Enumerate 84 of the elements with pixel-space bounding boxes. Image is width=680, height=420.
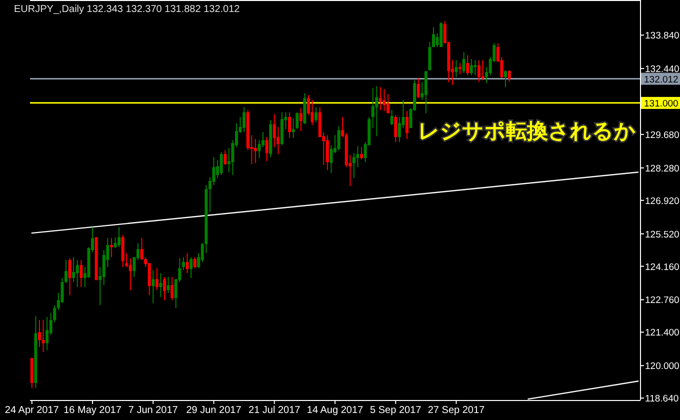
candlestick xyxy=(159,272,162,298)
chart-title: EURJPY_,Daily 132.343 132.370 131.882 132.012 xyxy=(14,4,240,15)
candlestick xyxy=(477,60,480,83)
candlestick xyxy=(76,260,79,288)
candlestick xyxy=(80,260,83,288)
ref-line-label: 132.012 xyxy=(644,74,678,86)
candlestick xyxy=(258,140,261,159)
candlestick xyxy=(254,138,257,164)
candlestick xyxy=(360,146,364,160)
candlestick xyxy=(504,70,507,88)
candlestick xyxy=(182,256,185,271)
candlestick xyxy=(114,236,117,249)
candlestick xyxy=(454,60,458,78)
candlestick xyxy=(38,320,41,348)
y-tick-label: 125.520 xyxy=(645,229,680,240)
candlestick xyxy=(474,60,477,76)
candlestick xyxy=(466,54,470,76)
candlestick xyxy=(394,114,398,143)
candlestick xyxy=(330,144,333,174)
x-tick-label: 27 Sep 2017 xyxy=(428,405,486,416)
candlestick xyxy=(121,234,124,268)
x-tick-label: 29 Jun 2017 xyxy=(186,405,242,416)
candlestick xyxy=(314,106,318,123)
annotation: レジサポ転換されるか xyxy=(418,118,636,143)
x-tick-label: 21 Jul 2017 xyxy=(248,405,301,416)
x-tick-label: 7 Jun 2017 xyxy=(128,405,178,416)
candlestick xyxy=(118,226,121,248)
x-tick-label: 16 May 2017 xyxy=(64,405,122,416)
candlestick xyxy=(299,108,302,132)
x-tick-label: 5 Sep 2017 xyxy=(370,405,422,416)
candlestick xyxy=(265,136,268,162)
candlestick xyxy=(212,156,216,186)
candlestick xyxy=(262,132,265,148)
candlestick xyxy=(68,258,72,296)
candlestick xyxy=(46,316,49,351)
candlestick xyxy=(462,52,466,74)
candlestick xyxy=(428,42,432,71)
candlestick xyxy=(152,270,155,304)
candlestick xyxy=(326,134,329,171)
candlestick xyxy=(424,70,428,114)
candlestick xyxy=(375,86,378,137)
y-tick-label: 132.440 xyxy=(645,64,680,76)
candlestick xyxy=(458,62,462,75)
candlestick xyxy=(224,150,227,166)
candlestick xyxy=(170,276,174,301)
candlestick xyxy=(390,110,394,126)
candlestick xyxy=(432,26,436,48)
y-tick-label: 129.680 xyxy=(645,130,680,141)
ref-line-label: 131.000 xyxy=(644,98,678,110)
candlestick xyxy=(220,152,223,176)
y-tick-label: 121.400 xyxy=(645,328,680,339)
y-tick-label: 118.640 xyxy=(645,394,679,405)
candlestick xyxy=(110,238,113,258)
candlestick xyxy=(288,112,292,139)
candlestick xyxy=(378,86,382,111)
candlestick xyxy=(508,70,511,82)
x-tick-label: 14 Aug 2017 xyxy=(306,405,364,416)
candlestick xyxy=(470,58,473,76)
candlestick xyxy=(481,60,484,81)
candlestick xyxy=(186,252,189,274)
candlestick xyxy=(405,110,408,140)
y-tick-label: 120.000 xyxy=(645,361,680,372)
candlestick xyxy=(382,88,386,112)
candlestick xyxy=(416,78,420,99)
y-tick-label: 122.760 xyxy=(645,295,680,306)
candlestick xyxy=(72,256,76,283)
y-tick-label: 128.280 xyxy=(645,163,680,174)
y-tick-label: 133.840 xyxy=(645,30,680,42)
candlestick xyxy=(148,262,151,296)
candlestick xyxy=(310,100,314,126)
candlestick xyxy=(64,260,68,284)
candlestick xyxy=(163,276,166,301)
candlestick xyxy=(155,268,158,291)
candlestick xyxy=(337,126,340,151)
candlestick xyxy=(242,106,246,133)
candlestick xyxy=(193,256,196,269)
candlestick xyxy=(190,256,193,278)
x-tick-label: 24 Apr 2017 xyxy=(4,405,60,416)
candlestick xyxy=(166,276,170,294)
candlestick xyxy=(42,320,45,352)
candlestick xyxy=(440,22,443,48)
y-tick-label: 126.920 xyxy=(645,196,680,207)
candlestick xyxy=(128,258,132,291)
y-tick-label: 124.160 xyxy=(645,262,680,273)
